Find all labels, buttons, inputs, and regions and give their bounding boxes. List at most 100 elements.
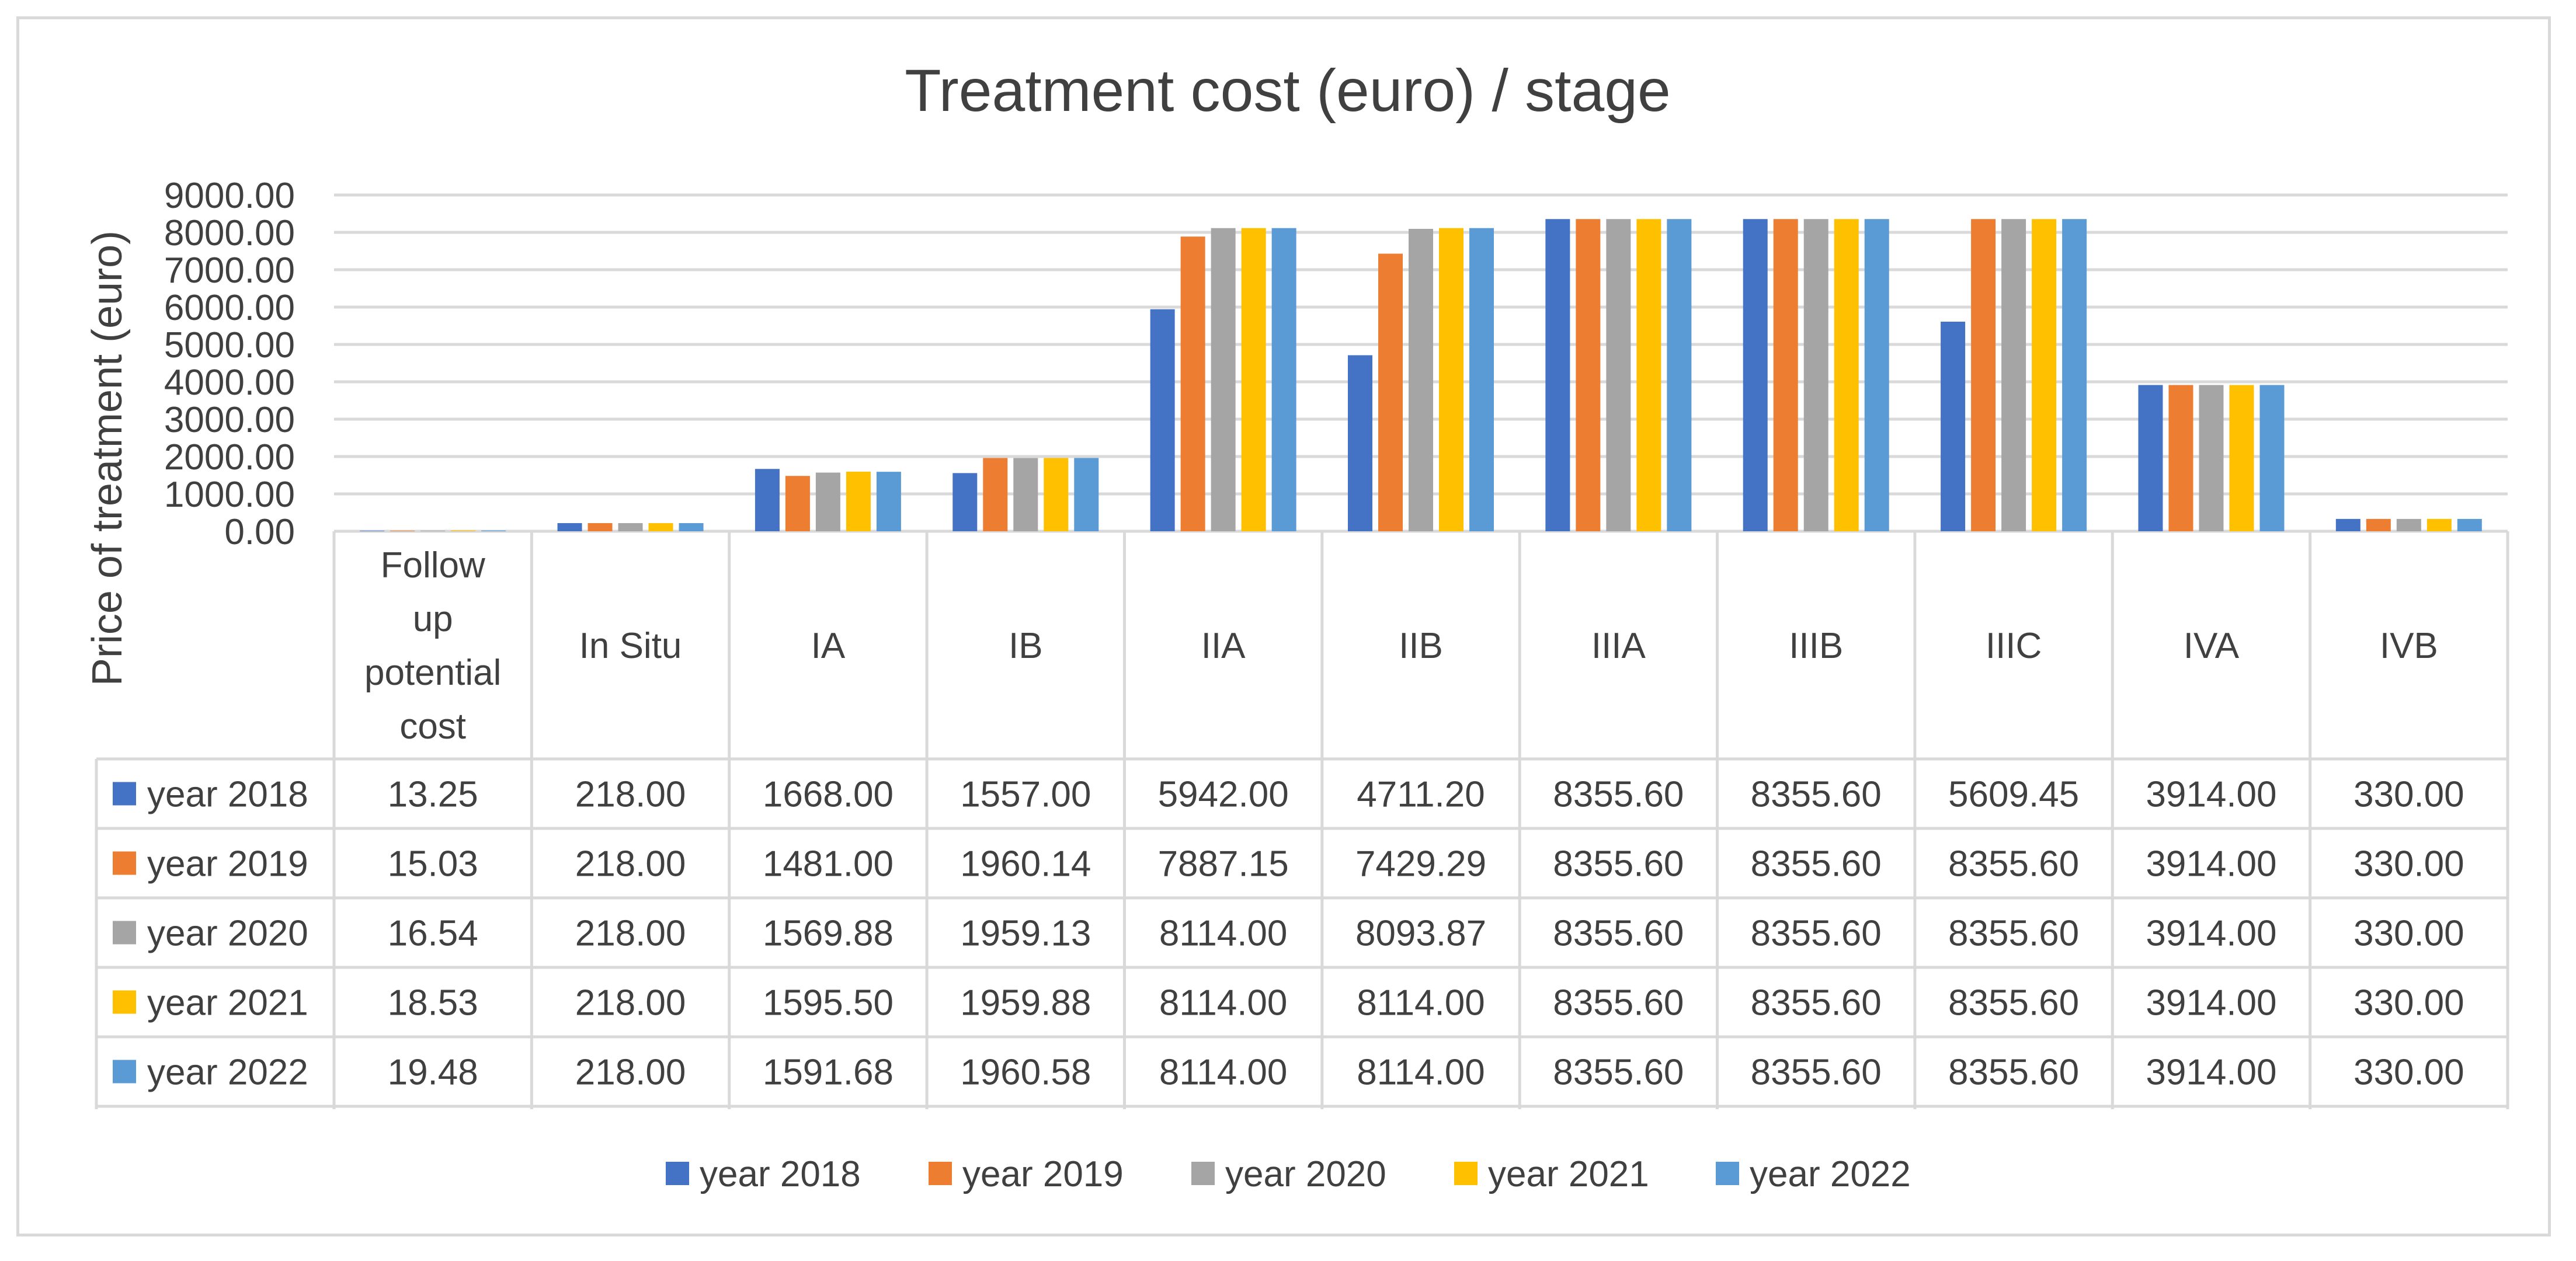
data-label: 218.00 [575,914,686,954]
data-label: 8355.60 [1553,914,1684,954]
bar-year-2020-IA [815,472,840,531]
bar-year-2018-IIB [1348,355,1372,531]
data-label: 8355.60 [1948,914,2079,954]
bar-year-2018-In-Situ [557,523,582,531]
bar-year-2020-IVB [2396,518,2421,531]
data-label: 1960.58 [960,1053,1091,1093]
bar-year-2018-IVB [2335,518,2361,531]
data-label: 8355.60 [1751,914,1882,954]
data-label: 1569.88 [763,914,894,954]
legend-label: year 2018 [700,1154,861,1194]
table-legend-key-3 [113,990,136,1014]
category-label: IIA [1201,626,1246,666]
chart-title: Treatment cost (euro) / stage [905,57,1670,124]
category-label: IIB [1399,626,1443,666]
legend-label: year 2020 [1225,1154,1386,1194]
data-label: 8355.60 [1553,844,1684,884]
data-label: 3914.00 [2146,914,2276,954]
y-tick-label: 0.00 [224,512,295,552]
bar-year-2018-IA [755,469,780,531]
bar-year-2021-IVB [2426,518,2452,531]
data-label: 4711.20 [1357,775,1485,815]
bar-year-2019-IVA [2168,385,2193,531]
data-label: 8093.87 [1355,914,1486,954]
legend-swatch-3 [1454,1162,1478,1185]
bar-year-2022-IVA [2259,385,2285,531]
bar-year-2019-IIA [1180,236,1205,531]
data-label: 8355.60 [1751,775,1882,815]
data-label: 1668.00 [763,775,894,815]
bar-year-2019-IIIA [1576,219,1601,532]
data-label: 8114.00 [1159,983,1288,1023]
bar-year-2018-IIIA [1545,219,1570,532]
bar-year-2019-IA [785,476,810,531]
bar-year-2021-In-Situ [648,523,673,531]
bar-year-2018-IIIC [1941,321,1966,531]
bar-year-2018-IVA [2138,385,2163,531]
category-label: IIIC [1986,626,2042,666]
table-legend-key-1 [113,851,136,875]
table-legend-key-4 [113,1060,136,1084]
data-label: 1960.14 [960,844,1091,884]
y-tick-label: 4000.00 [164,363,295,403]
y-tick-label: 5000.00 [164,325,295,365]
data-label: 3914.00 [2146,844,2276,884]
data-label: 8114.00 [1159,914,1288,954]
bar-year-2019-IB [983,458,1008,531]
bar-year-2021-IA [846,471,871,531]
y-tick-label: 2000.00 [164,437,295,478]
bar-year-2022-In-Situ [679,523,704,531]
category-label: IVB [2380,626,2438,666]
y-tick-label: 1000.00 [164,475,295,515]
bar-year-2018-IB [952,473,978,531]
bar-year-2021-IB [1044,458,1069,531]
data-label: 218.00 [575,775,686,815]
data-label: 8355.60 [1948,844,2079,884]
data-label: 330.00 [2353,844,2464,884]
bar-year-2021-IVA [2229,385,2254,531]
data-label: 8114.00 [1357,1053,1485,1093]
y-tick-label: 9000.00 [164,176,295,216]
bar-year-2020-IIB [1409,228,1433,531]
table-legend-key-0 [113,782,136,806]
table-row-header: year 2018 [147,775,308,815]
data-label: 1595.50 [763,983,894,1023]
bar-year-2020-IIIB [1803,219,1828,532]
legend-swatch-2 [1191,1162,1215,1185]
y-tick-label: 8000.00 [164,213,295,253]
data-label: 8355.60 [1553,1053,1684,1093]
category-label: IIIB [1789,626,1843,666]
data-label: 1557.00 [960,775,1091,815]
bar-year-2018-IIIB [1743,219,1768,532]
data-label: 18.53 [388,983,478,1023]
category-label: IIIA [1591,626,1646,666]
data-label: 8114.00 [1159,1053,1288,1093]
data-label: 5942.00 [1158,775,1289,815]
table-legend-key-2 [113,921,136,945]
data-label: 13.25 [388,775,478,815]
bar-year-2022-IIB [1469,228,1494,532]
bar-year-2022-IA [876,472,901,531]
category-label: up [413,599,453,639]
table-row-header: year 2021 [147,983,308,1023]
legend-swatch-0 [666,1162,689,1185]
bar-year-2022-IIIB [1864,219,1889,532]
bar-year-2020-IVA [2199,385,2224,531]
data-label: 330.00 [2353,914,2464,954]
chart-frame [16,16,2551,1236]
data-label: 3914.00 [2146,983,2276,1023]
category-label: In Situ [579,626,682,666]
data-label: 16.54 [388,914,478,954]
data-label: 8355.60 [1751,844,1882,884]
bar-year-2021-IIA [1241,228,1266,532]
data-label: 15.03 [388,844,478,884]
category-label: IVA [2184,626,2240,666]
bar-year-2019-IIIC [1971,219,1996,532]
data-label: 218.00 [575,983,686,1023]
y-tick-label: 7000.00 [164,250,295,291]
bar-year-2019-IIIB [1773,219,1798,532]
legend-label: year 2022 [1750,1154,1911,1194]
category-label: Follow [381,545,485,586]
bar-year-2021-IIB [1439,228,1463,532]
